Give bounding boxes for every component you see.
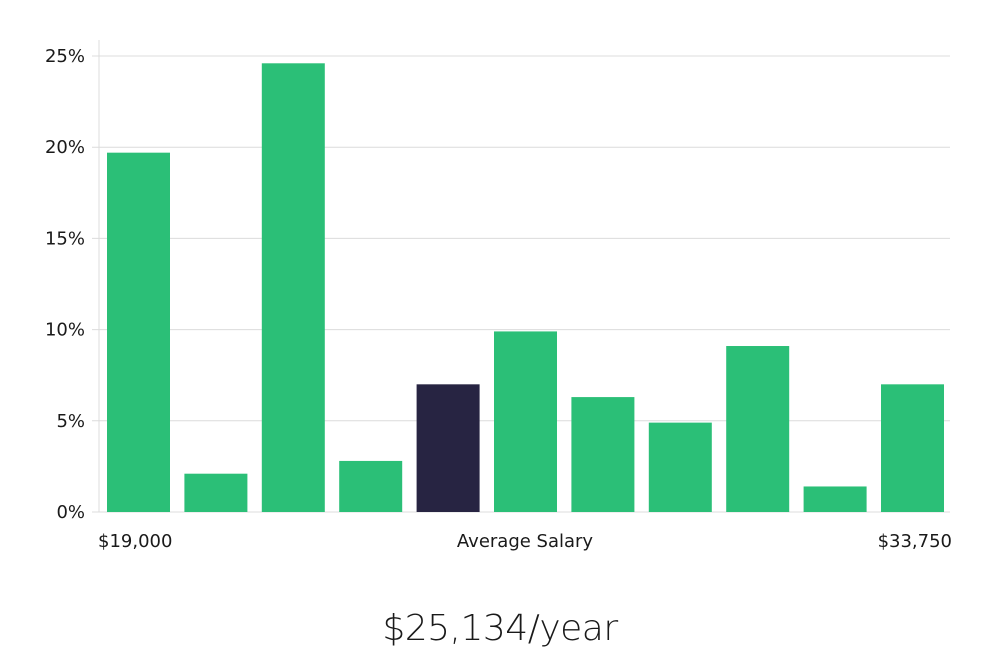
y-tick-label: 0% — [56, 502, 85, 523]
y-tick-label: 5% — [56, 411, 85, 432]
bar-layer — [107, 63, 944, 513]
bar — [881, 384, 944, 512]
x-axis-title: Average Salary — [457, 531, 594, 552]
bar — [339, 460, 403, 512]
y-tick-label: 15% — [45, 228, 85, 249]
y-tick-label: 20% — [45, 137, 85, 158]
average-salary-value: $25,134/year — [382, 608, 618, 649]
bar — [571, 397, 635, 512]
bar — [494, 331, 557, 512]
bar — [107, 152, 170, 512]
x-max-label: $33,750 — [878, 531, 952, 552]
label-layer: $19,000 Average Salary $33,750 — [98, 531, 952, 552]
bar — [803, 486, 867, 512]
bar — [648, 422, 712, 512]
bar — [726, 346, 790, 512]
axis-layer: 0% 5% 10% 15% 20% 25% — [45, 40, 100, 523]
y-tick-label: 10% — [45, 320, 85, 341]
bar-highlighted — [416, 384, 480, 512]
bar — [261, 63, 325, 513]
y-tick-label: 25% — [45, 46, 85, 67]
bar — [184, 473, 248, 512]
x-min-label: $19,000 — [98, 531, 172, 552]
